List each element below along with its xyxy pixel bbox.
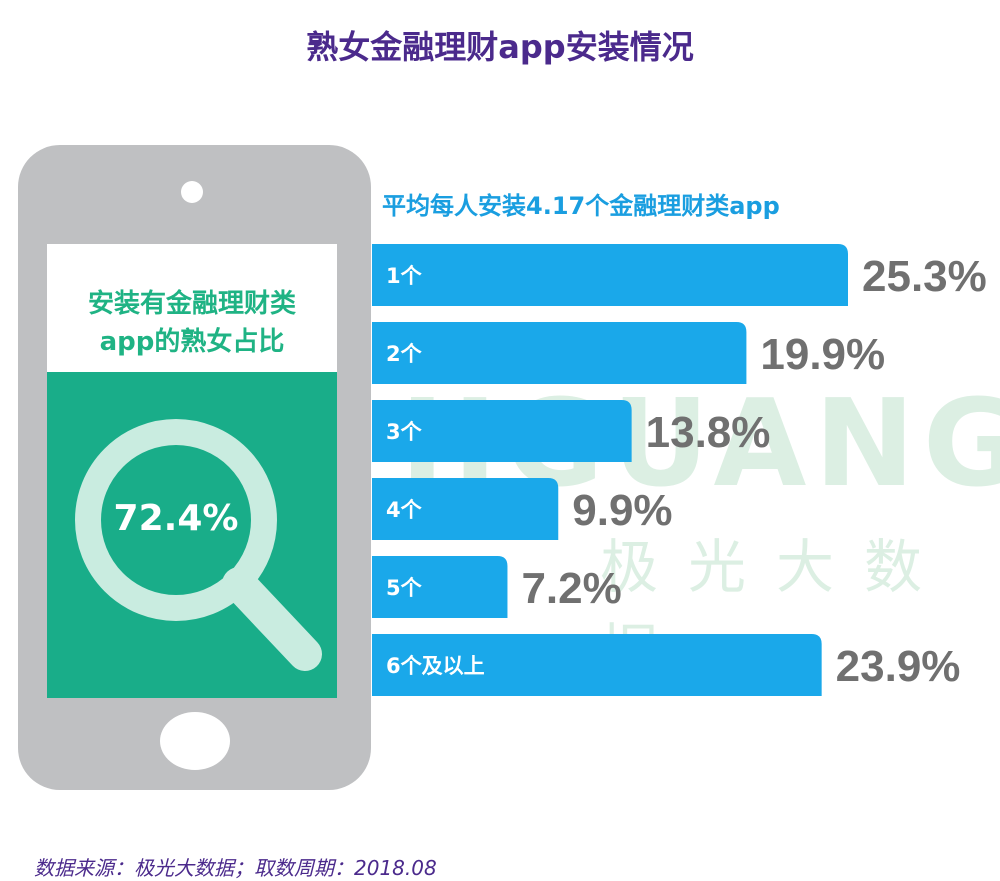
- bar-value-label: 23.9%: [836, 642, 961, 691]
- bar-value-label: 13.8%: [646, 408, 771, 457]
- phone-screen-label: 安装有金融理财类 app的熟女占比: [47, 285, 337, 361]
- phone-home-button: [160, 712, 230, 770]
- bar-3: [372, 400, 632, 462]
- bar-value-label: 9.9%: [572, 486, 672, 535]
- bar-6: [372, 634, 822, 696]
- bar-4: [372, 478, 559, 540]
- phone-camera-icon: [181, 181, 203, 203]
- bar-category-label: 4个: [386, 498, 423, 522]
- bar-value-label: 25.3%: [862, 252, 987, 301]
- bar-category-label: 3个: [386, 420, 423, 444]
- magnifier-icon: [75, 419, 322, 671]
- bar-value-label: 19.9%: [760, 330, 885, 379]
- source-note: 数据来源：极光大数据；取数周期：2018.08: [34, 856, 437, 880]
- phone-label-line1: 安装有金融理财类: [87, 289, 296, 319]
- chart-title: 熟女金融理财app安装情况: [306, 28, 694, 66]
- bar-category-label: 1个: [386, 264, 423, 288]
- bar-1: [372, 244, 848, 306]
- chart-subtitle: 平均每人安装4.17个金融理财类app: [382, 192, 780, 220]
- phone-label-line2: app的熟女占比: [99, 327, 285, 357]
- bar-2: [372, 322, 747, 384]
- bar-category-label: 2个: [386, 342, 423, 366]
- bar-5: [372, 556, 508, 618]
- install-share-value: 72.4%: [113, 498, 239, 539]
- bar-value-label: 7.2%: [521, 564, 621, 613]
- bar-category-label: 5个: [386, 576, 423, 600]
- bar-category-label: 6个及以上: [386, 654, 485, 678]
